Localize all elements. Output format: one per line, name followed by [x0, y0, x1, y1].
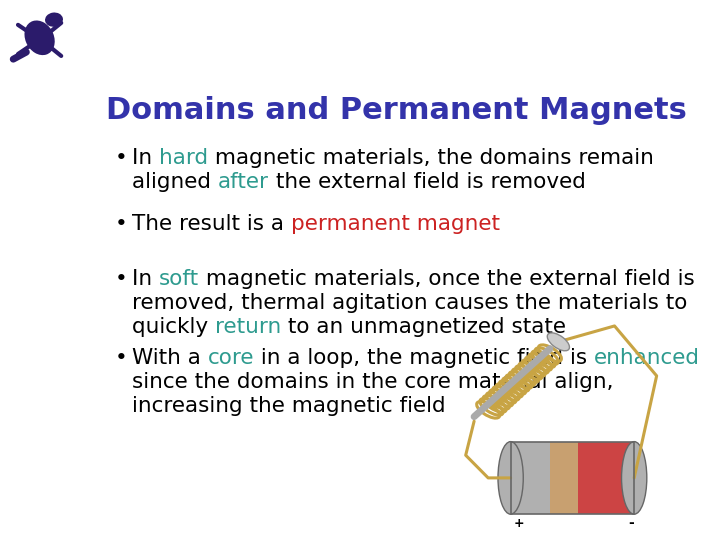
- Text: •: •: [115, 268, 128, 288]
- Text: •: •: [115, 148, 128, 168]
- Text: after: after: [217, 172, 269, 192]
- Text: Domains and Permanent Magnets: Domains and Permanent Magnets: [107, 96, 688, 125]
- Ellipse shape: [547, 333, 570, 351]
- FancyArrowPatch shape: [13, 52, 27, 59]
- Text: With a: With a: [132, 348, 207, 368]
- Text: in a loop, the magnetic field is: in a loop, the magnetic field is: [254, 348, 594, 368]
- FancyBboxPatch shape: [510, 442, 572, 514]
- Text: The result is a: The result is a: [132, 214, 291, 234]
- Text: enhanced: enhanced: [594, 348, 700, 368]
- Bar: [578, 442, 634, 514]
- Text: -: -: [629, 516, 634, 530]
- Text: soft: soft: [159, 268, 199, 288]
- Text: magnetic materials, the domains remain: magnetic materials, the domains remain: [208, 148, 654, 168]
- Text: quickly: quickly: [132, 317, 215, 337]
- Text: permanent magnet: permanent magnet: [291, 214, 500, 234]
- Text: return: return: [215, 317, 281, 337]
- Text: +: +: [514, 517, 524, 530]
- Bar: [550, 442, 600, 514]
- Ellipse shape: [45, 12, 63, 27]
- Text: In: In: [132, 148, 159, 168]
- Ellipse shape: [24, 21, 55, 55]
- Ellipse shape: [621, 442, 647, 514]
- Ellipse shape: [498, 442, 523, 514]
- Text: hard: hard: [159, 148, 208, 168]
- Text: since the domains in the core material align,: since the domains in the core material a…: [132, 372, 613, 392]
- Bar: [510, 442, 634, 514]
- Text: removed, thermal agitation causes the materials to: removed, thermal agitation causes the ma…: [132, 293, 687, 313]
- Text: In: In: [132, 268, 159, 288]
- Text: increasing the magnetic field: increasing the magnetic field: [132, 396, 446, 416]
- Text: •: •: [115, 348, 128, 368]
- Text: •: •: [115, 214, 128, 234]
- Text: magnetic materials, once the external field is: magnetic materials, once the external fi…: [199, 268, 695, 288]
- Text: the external field is removed: the external field is removed: [269, 172, 585, 192]
- Text: core: core: [207, 348, 254, 368]
- Text: aligned: aligned: [132, 172, 217, 192]
- Text: to an unmagnetized state: to an unmagnetized state: [281, 317, 566, 337]
